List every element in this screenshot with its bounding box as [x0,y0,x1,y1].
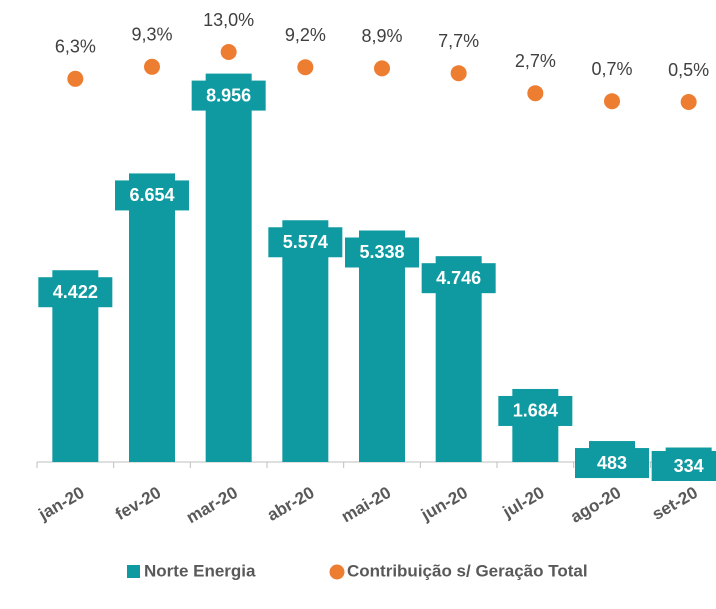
data-label-box [115,180,189,211]
dot [297,59,314,76]
data-label: 4.422 [53,282,98,302]
dot [604,93,620,110]
bar [359,230,405,462]
data-label: 9,2% [285,25,326,45]
data-label-box [498,395,573,426]
x-tick-label: jan-20 [35,483,88,525]
dot [680,94,697,110]
legend-label: Norte Energia [144,561,256,580]
data-label-box [421,263,496,294]
dot [527,85,544,102]
data-label: 483 [597,453,627,473]
data-label: 13,0% [203,10,254,30]
data-label: 4.746 [436,268,481,288]
x-tick-label: abr-20 [264,483,318,525]
data-label: 5.338 [359,242,404,262]
x-tick-label: jul-20 [499,483,548,522]
bar [205,73,252,463]
data-label-box [38,277,113,308]
x-tick-label: jun-20 [417,483,471,525]
dot [220,44,237,60]
data-label-box [268,227,343,258]
legend-label: Contribuição s/ Geração Total [347,561,588,580]
data-label: 6,3% [55,37,96,57]
bar [282,220,329,462]
legend: Norte Energia Contribuição s/ Geração To… [127,561,588,580]
legend-swatch [329,564,345,580]
data-label: 5.574 [283,232,328,252]
data-label: 334 [674,456,704,476]
dot [67,70,84,87]
dot [144,58,160,75]
data-label: 8,9% [361,26,402,46]
data-label-box [345,237,419,268]
x-tick-label: mar-20 [183,483,241,527]
x-tick-label: mai-20 [338,483,394,526]
data-label: 8.956 [206,85,251,105]
legend-swatch [127,565,140,578]
data-label-box [575,448,649,479]
data-label-box [651,451,716,481]
dot [374,60,390,77]
x-tick-label: set-20 [649,483,701,524]
data-label: 0,7% [591,59,632,79]
x-tick-label: fev-20 [112,483,164,524]
data-label: 2,7% [515,51,556,71]
data-label: 6.654 [129,185,174,205]
data-label: 9,3% [131,25,172,45]
data-label: 7,7% [438,31,479,51]
data-label: 1.684 [513,401,558,421]
bar [129,173,175,463]
x-tick-label: ago-20 [567,483,624,527]
data-label: 0,5% [668,60,709,80]
dot [450,65,467,82]
data-label-box [191,80,266,111]
